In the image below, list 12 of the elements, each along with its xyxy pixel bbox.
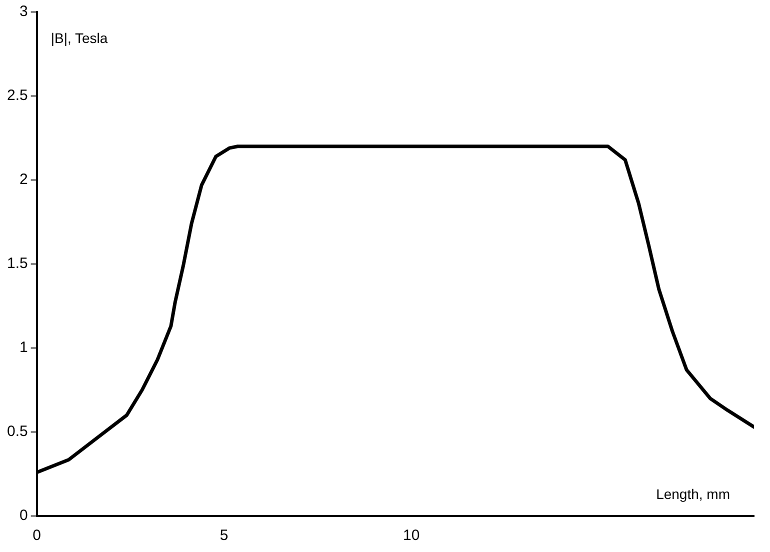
y-tick-label: 0.5 [6, 423, 28, 440]
y-tick-label: 0 [20, 507, 28, 524]
x-tick-label: 0 [32, 527, 42, 544]
y-tick-label: 2.5 [6, 87, 28, 104]
y-tick-label: 1 [20, 339, 28, 356]
y-axis-title: |B|, Tesla [50, 30, 108, 46]
x-tick-label: 10 [403, 527, 420, 544]
x-axis-title: Length, mm [656, 486, 730, 502]
x-tick-label: 5 [220, 527, 228, 544]
y-tick-label: 3 [20, 3, 28, 20]
y-tick-label: 2 [20, 171, 28, 188]
y-tick-label: 1.5 [6, 255, 28, 272]
